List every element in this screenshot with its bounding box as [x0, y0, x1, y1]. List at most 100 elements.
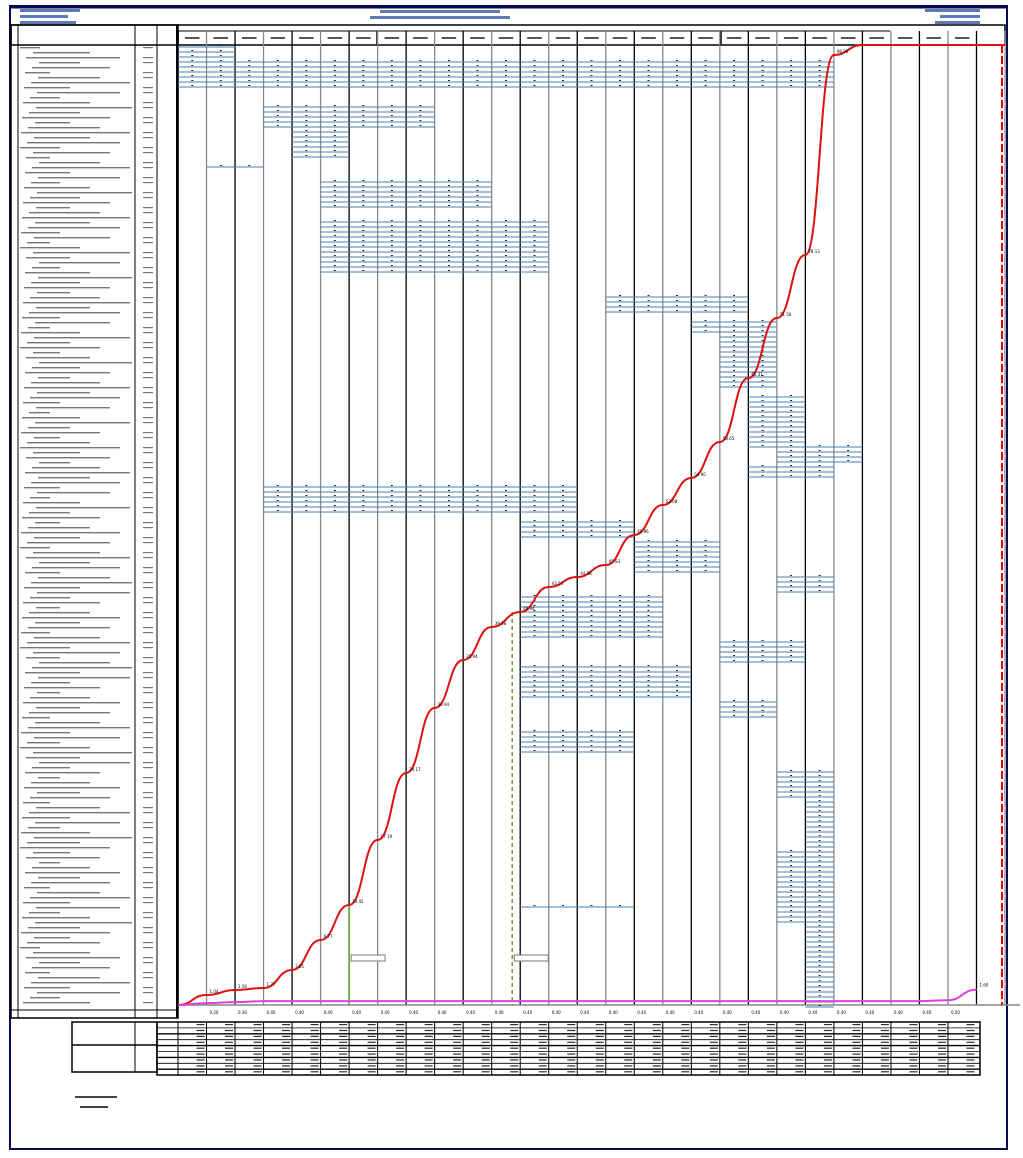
task-bar-mark: [619, 635, 622, 636]
task-bar-mark: [333, 105, 336, 106]
task-bar-mark: [561, 65, 564, 66]
period-label: [413, 37, 428, 39]
task-bar-mark: [676, 570, 679, 571]
task-weight: [143, 432, 153, 434]
summary-value: [567, 1035, 576, 1037]
period-label: [669, 37, 685, 39]
task-label: [28, 627, 110, 629]
summary-value: [396, 1059, 405, 1061]
task-weight: [143, 872, 153, 874]
task-bar-mark: [761, 70, 764, 71]
summary-value: [624, 1059, 633, 1061]
task-weight: [143, 147, 153, 149]
summary-value: [481, 1071, 490, 1073]
summary-value: [196, 1059, 205, 1061]
task-bar-mark: [390, 190, 393, 191]
task-bar-mark: [561, 670, 564, 671]
summary-value: [538, 1024, 547, 1026]
task-label: [28, 527, 90, 529]
task-label: [27, 142, 120, 144]
task-label: [22, 517, 100, 519]
task-weight: [143, 417, 153, 419]
task-weight: [143, 912, 153, 914]
task-bar-mark: [561, 685, 564, 686]
task-bar-mark: [676, 540, 679, 541]
task-weight: [143, 827, 153, 829]
summary-value: [396, 1053, 405, 1055]
task-bar-mark: [676, 550, 679, 551]
task-bar-mark: [761, 65, 764, 66]
task-bar-mark: [790, 450, 793, 451]
summary-value: [652, 1035, 661, 1037]
task-bar-mark: [761, 700, 764, 701]
summary-value: [624, 1047, 633, 1049]
task-bar-mark: [333, 485, 336, 486]
task-label: [38, 277, 132, 279]
task-bar-mark: [333, 270, 336, 271]
summary-value: [310, 1024, 319, 1026]
period-label: [641, 37, 656, 39]
task-bar-mark: [561, 690, 564, 691]
task-bar-mark: [419, 260, 422, 261]
task-bar-mark: [590, 630, 593, 631]
summary-value: [196, 1041, 205, 1043]
period-label: [612, 37, 628, 39]
data-label-actual: 0.40: [552, 1010, 561, 1015]
summary-value: [396, 1071, 405, 1073]
data-label-actual: 0.40: [723, 1010, 732, 1015]
task-bar-mark: [619, 695, 622, 696]
task-bar-mark: [533, 695, 536, 696]
task-bar-mark: [390, 195, 393, 196]
data-label-planned: 65.31: [751, 372, 763, 377]
task-bar-mark: [676, 65, 679, 66]
task-weight: [143, 882, 153, 884]
task-label: [30, 297, 100, 299]
task-label: [25, 772, 100, 774]
summary-value: [681, 1065, 690, 1067]
task-bar-mark: [476, 70, 479, 71]
task-bar-mark: [533, 270, 536, 271]
summary-value: [424, 1053, 433, 1055]
task-bar-mark: [362, 125, 365, 126]
task-bar-mark: [561, 595, 564, 596]
task-bar-mark: [704, 305, 707, 306]
task-bar-mark: [533, 520, 536, 521]
task-bar-mark: [818, 990, 821, 991]
header-text: [20, 21, 76, 24]
summary-value: [937, 1029, 946, 1032]
task-bar-mark: [790, 590, 793, 591]
summary-value: [253, 1047, 262, 1049]
task-bar-mark: [561, 80, 564, 81]
task-label: [22, 417, 80, 419]
task-label: [22, 217, 130, 219]
task-bar-mark: [818, 900, 821, 901]
summary-value: [367, 1053, 376, 1055]
task-bar-mark: [790, 580, 793, 581]
summary-value: [880, 1035, 889, 1037]
task-bar-mark: [647, 545, 650, 546]
task-bar-mark: [219, 80, 222, 81]
task-bar-mark: [561, 665, 564, 666]
task-bar-mark: [619, 520, 622, 521]
task-label: [29, 812, 130, 814]
task-weight: [143, 632, 153, 634]
task-bar-mark: [362, 185, 365, 186]
task-bar-mark: [619, 665, 622, 666]
summary-value: [510, 1035, 519, 1037]
task-bar-mark: [390, 250, 393, 251]
task-weight: [143, 62, 153, 64]
task-weight: [143, 362, 153, 364]
task-bar-mark: [818, 890, 821, 891]
task-bar-mark: [733, 345, 736, 346]
task-weight: [143, 777, 153, 779]
task-bar-mark: [561, 495, 564, 496]
task-bar-mark: [390, 120, 393, 121]
task-label: [23, 1002, 90, 1004]
task-label: [20, 947, 40, 949]
task-bar-mark: [818, 60, 821, 61]
task-bar-mark: [390, 235, 393, 236]
task-bar-mark: [704, 540, 707, 541]
task-bar-mark: [305, 155, 308, 156]
task-bar-mark: [647, 560, 650, 561]
data-label-planned: 17.19: [381, 834, 393, 839]
